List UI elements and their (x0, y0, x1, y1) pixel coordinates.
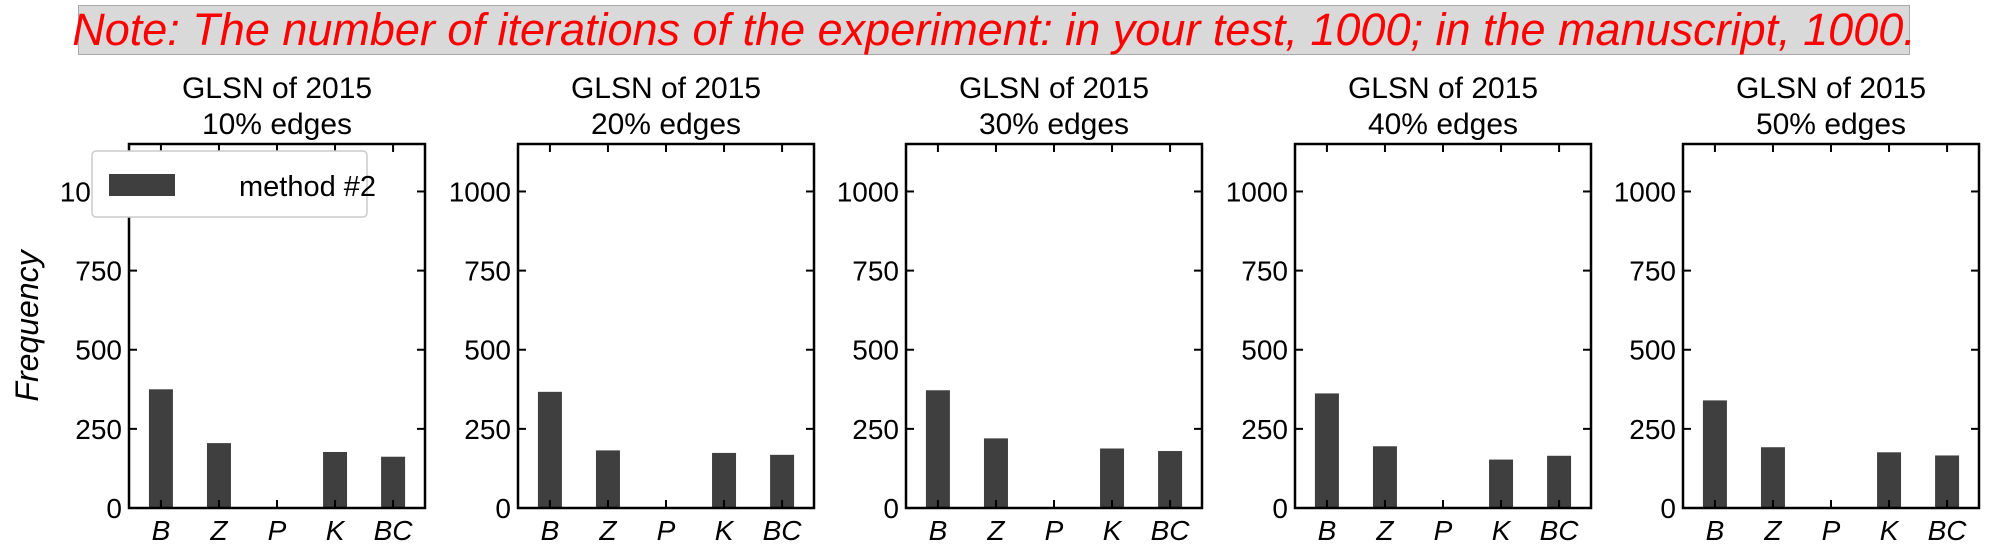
x-tick-label-Z: Z (1375, 515, 1394, 546)
chart-title-line-2: 20% edges (591, 108, 741, 141)
legend-label: method #2 (239, 171, 376, 203)
chart-title-line-2: 50% edges (1756, 108, 1906, 141)
x-tick-label-K: K (1103, 515, 1123, 546)
bar-K (1877, 452, 1902, 508)
y-tick-label: 250 (1241, 414, 1288, 445)
bar-B (1314, 393, 1339, 508)
x-tick-label-Z: Z (598, 515, 617, 546)
x-tick-label-Z: Z (986, 515, 1005, 546)
y-tick-label: 0 (1660, 493, 1676, 524)
y-tick-label: 0 (106, 493, 122, 524)
y-tick-label: 1000 (1614, 176, 1676, 207)
bar-B (925, 390, 950, 508)
y-tick-label: 1000 (449, 176, 511, 207)
x-tick-label-K: K (1880, 515, 1900, 546)
bar-Z (595, 450, 620, 508)
y-tick-label: 500 (464, 335, 511, 366)
y-tick-label: 250 (1629, 414, 1676, 445)
bar-K (323, 451, 348, 508)
bar-BC (381, 456, 406, 508)
x-tick-label-B: B (541, 515, 560, 546)
plot-frame (1681, 142, 1981, 510)
chart-title-line-2: 40% edges (1368, 108, 1518, 141)
x-tick-label-P: P (268, 515, 287, 546)
bar-B (537, 391, 562, 508)
x-tick-label-K: K (1492, 515, 1512, 546)
plot-frame (516, 142, 816, 510)
bar-B (1702, 400, 1727, 508)
chart-title-line-1: GLSN of 2015 (1736, 72, 1926, 105)
x-tick-label-P: P (657, 515, 676, 546)
bar-Z (1372, 446, 1397, 508)
x-tick-label-P: P (1434, 515, 1453, 546)
x-tick-label-B: B (152, 515, 171, 546)
bar-BC (770, 454, 795, 508)
note-banner: Note: The number of iterations of the ex… (72, 4, 1916, 55)
y-tick-label: 1000 (1226, 176, 1288, 207)
x-tick-label-P: P (1822, 515, 1841, 546)
x-tick-label-Z: Z (209, 515, 228, 546)
legend-swatch (109, 174, 175, 196)
x-tick-label-P: P (1045, 515, 1064, 546)
y-tick-label: 500 (75, 335, 122, 366)
x-tick-label-B: B (929, 515, 948, 546)
bar-BC (1158, 451, 1183, 508)
bar-Z (983, 438, 1008, 508)
y-tick-label: 1000 (837, 176, 899, 207)
y-tick-label: 0 (495, 493, 511, 524)
chart-title-line-1: GLSN of 2015 (571, 72, 761, 105)
plot-frame (1293, 142, 1593, 510)
x-tick-label-Z: Z (1763, 515, 1782, 546)
x-tick-label-K: K (326, 515, 346, 546)
bar-Z (206, 443, 231, 508)
y-tick-label: 750 (75, 256, 122, 287)
x-tick-label-BC: BC (1928, 515, 1968, 546)
y-tick-label: 250 (464, 414, 511, 445)
bar-K (712, 452, 737, 508)
chart-title-line-2: 30% edges (979, 108, 1129, 141)
y-axis-label: Frequency (9, 248, 45, 401)
y-tick-label: 250 (852, 414, 899, 445)
y-tick-label: 500 (852, 335, 899, 366)
chart-title-line-1: GLSN of 2015 (959, 72, 1149, 105)
plot-frame (904, 142, 1204, 510)
x-tick-label-BC: BC (374, 515, 414, 546)
legend: method #2 (91, 150, 376, 218)
y-tick-label: 750 (1629, 256, 1676, 287)
chart-title-line-1: GLSN of 2015 (182, 72, 372, 105)
y-tick-label: 750 (464, 256, 511, 287)
x-tick-label-BC: BC (763, 515, 803, 546)
x-tick-label-BC: BC (1540, 515, 1580, 546)
bar-B (148, 389, 173, 508)
x-tick-label-B: B (1706, 515, 1725, 546)
y-tick-label: 0 (883, 493, 899, 524)
bar-K (1489, 459, 1514, 508)
bar-Z (1760, 447, 1785, 508)
x-tick-label-K: K (715, 515, 735, 546)
bar-BC (1935, 455, 1960, 508)
bar-BC (1547, 455, 1572, 508)
y-tick-label: 750 (852, 256, 899, 287)
y-tick-label: 750 (1241, 256, 1288, 287)
y-tick-label: 500 (1241, 335, 1288, 366)
y-tick-label: 500 (1629, 335, 1676, 366)
x-tick-label-B: B (1318, 515, 1337, 546)
x-tick-label-BC: BC (1151, 515, 1191, 546)
legend-box (91, 150, 368, 218)
note-text: Note: The number of iterations of the ex… (72, 4, 1916, 55)
bar-K (1100, 448, 1125, 508)
chart-title-line-1: GLSN of 2015 (1348, 72, 1538, 105)
y-tick-label: 0 (1272, 493, 1288, 524)
chart-title-line-2: 10% edges (202, 108, 352, 141)
y-tick-label: 250 (75, 414, 122, 445)
